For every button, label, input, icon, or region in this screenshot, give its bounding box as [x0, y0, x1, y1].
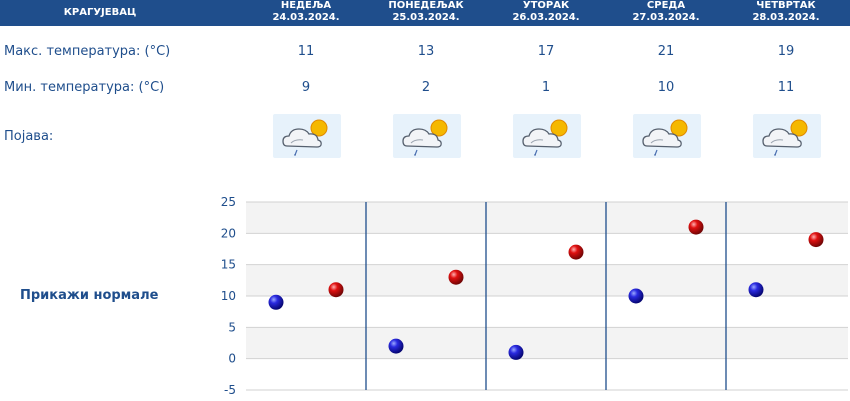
max-temp-value: 17 — [537, 44, 555, 59]
y-tick-label: 0 — [228, 352, 236, 366]
day-date: 28.03.2024. — [752, 12, 820, 23]
y-tick-label: 10 — [221, 289, 236, 303]
max-temp-label: Макс. температура: (°C) — [4, 44, 171, 59]
min-temp-value: 9 — [301, 80, 311, 95]
min-temp-value: 1 — [541, 80, 551, 95]
day-header-1: ПОНЕДЕЉАК 25.03.2024. — [366, 0, 486, 26]
max-temp-point — [688, 219, 704, 235]
max-temp-point — [808, 232, 824, 248]
day-date: 25.03.2024. — [392, 12, 460, 23]
max-temp-point — [328, 282, 344, 298]
phenomenon-label: Појава: — [4, 129, 54, 144]
chart-band — [246, 327, 848, 359]
y-tick-label: 20 — [221, 226, 236, 240]
show-normals-link[interactable]: Прикажи нормале — [20, 288, 159, 303]
day-date: 26.03.2024. — [512, 12, 580, 23]
city-name: КРАГУЈЕВАЦ — [63, 7, 137, 18]
max-temp-value: 19 — [777, 44, 795, 59]
min-temp-point — [628, 288, 644, 304]
chart-band — [246, 296, 848, 328]
min-temp-value: 2 — [421, 80, 431, 95]
min-temp-point — [508, 344, 524, 360]
day-name: СРЕДА — [646, 0, 686, 11]
max-temp-point — [448, 269, 464, 285]
day-name: ПОНЕДЕЉАК — [388, 0, 464, 11]
partly-cloudy-rain-icon — [393, 114, 461, 158]
day-header-4: ЧЕТВРТАК 28.03.2024. — [726, 0, 846, 26]
day-name: НЕДЕЉА — [280, 0, 332, 11]
min-temp-value: 10 — [657, 80, 675, 95]
chart-band — [246, 264, 848, 296]
y-tick-label: 15 — [221, 258, 236, 272]
partly-cloudy-rain-icon — [513, 114, 581, 158]
day-name: УТОРАК — [522, 0, 570, 11]
min-temp-point — [388, 338, 404, 354]
day-header-3: СРЕДА 27.03.2024. — [606, 0, 726, 26]
forecast-header: КРАГУЈЕВАЦ НЕДЕЉА 24.03.2024. ПОНЕДЕЉАК … — [0, 0, 850, 26]
chart-band — [246, 233, 848, 265]
min-temp-label: Мин. температура: (°C) — [4, 80, 165, 95]
y-tick-label: -5 — [224, 383, 236, 397]
max-temp-value: 13 — [417, 44, 435, 59]
chart-band — [246, 202, 848, 234]
min-temp-point — [748, 282, 764, 298]
partly-cloudy-rain-icon — [753, 114, 821, 158]
min-temp-value: 11 — [777, 80, 795, 95]
chart-band — [246, 358, 848, 390]
partly-cloudy-rain-icon — [633, 114, 701, 158]
max-temp-value: 11 — [297, 44, 315, 59]
y-tick-label: 25 — [221, 195, 236, 209]
day-header-2: УТОРАК 26.03.2024. — [486, 0, 606, 26]
day-date: 27.03.2024. — [632, 12, 700, 23]
partly-cloudy-rain-icon — [273, 114, 341, 158]
min-temp-point — [268, 294, 284, 310]
y-tick-label: 5 — [228, 320, 236, 334]
day-header-0: НЕДЕЉА 24.03.2024. — [246, 0, 366, 26]
max-temp-point — [568, 244, 584, 260]
max-temp-value: 21 — [657, 44, 675, 59]
day-date: 24.03.2024. — [272, 12, 340, 23]
day-name: ЧЕТВРТАК — [756, 0, 816, 11]
